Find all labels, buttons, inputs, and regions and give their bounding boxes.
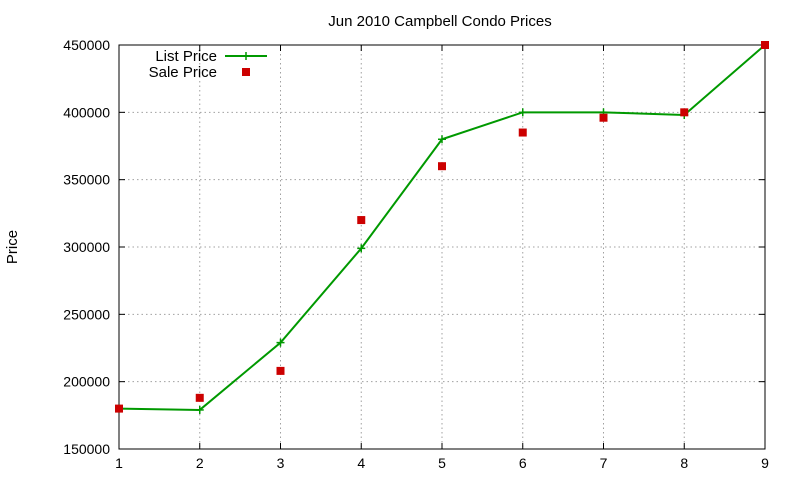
x-tick-label: 7: [600, 455, 608, 471]
legend-label: Sale Price: [149, 64, 217, 81]
list-price-point: [195, 405, 204, 414]
tick-layer: 1 2 3 4 5 6 7 8 9 150000 200000 250000 300000 350000 4…: [63, 37, 769, 471]
y-tick-label: 200000: [63, 374, 110, 390]
legend-square-marker: [242, 68, 250, 76]
x-tick-label: 8: [680, 455, 688, 471]
y-tick-label: 300000: [63, 239, 110, 255]
x-tick-label: 6: [519, 455, 527, 471]
sale-price-point: [599, 113, 608, 122]
y-tick-label: 350000: [63, 172, 110, 188]
x-tick-label: 3: [277, 455, 285, 471]
series-layer: [115, 41, 769, 414]
y-tick-label: 250000: [63, 306, 110, 322]
sale-price-point: [195, 393, 204, 402]
y-tick-label: 150000: [63, 441, 110, 457]
x-tick-label: 2: [196, 455, 204, 471]
y-axis-label: Price: [4, 230, 21, 264]
sale-price-point: [518, 128, 527, 137]
sale-price-point: [115, 404, 123, 413]
list-price-point: [438, 135, 446, 144]
sale-price-point: [761, 41, 769, 49]
x-tick-label: 5: [438, 455, 446, 471]
sale-price-point: [438, 162, 446, 171]
list-price-point: [518, 108, 527, 117]
chart-title: Jun 2010 Campbell Condo Prices: [328, 13, 551, 30]
sale-price-point: [357, 216, 366, 225]
list-price-point: [276, 338, 285, 347]
y-tick-label: 450000: [63, 37, 110, 53]
sale-price-point: [276, 366, 285, 375]
legend-label: List Price: [155, 48, 217, 65]
list-price-point: [357, 244, 366, 253]
legend-plus-marker: [242, 52, 250, 60]
x-tick-label: 4: [357, 455, 365, 471]
sale-price-point: [680, 108, 689, 117]
y-tick-label: 400000: [63, 104, 110, 120]
x-tick-label: 9: [761, 455, 769, 471]
x-tick-label: 1: [115, 455, 123, 471]
grid-layer: [119, 45, 765, 449]
